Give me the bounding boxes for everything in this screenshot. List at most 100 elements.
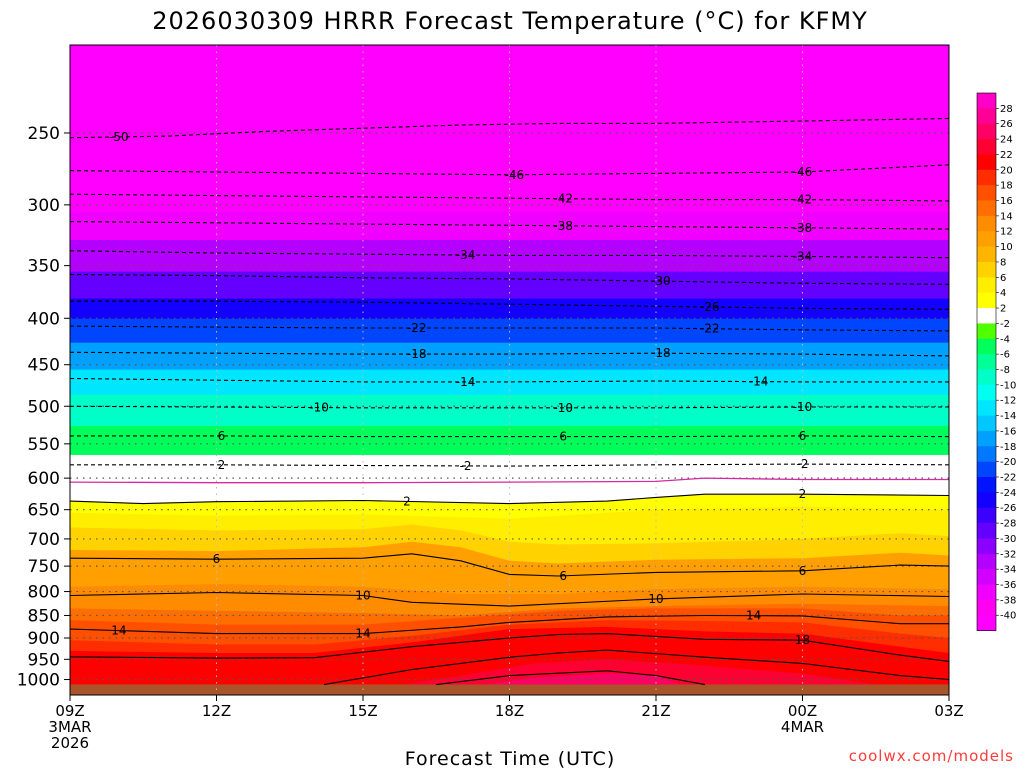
colorbar-label-22: -18 — [1000, 442, 1016, 453]
colorbar-label-19: -12 — [1000, 396, 1016, 407]
colorbar-swatch-11 — [977, 261, 996, 278]
colorbar-swatch-8 — [977, 215, 996, 232]
contour-label-2-1: 2 — [799, 487, 807, 501]
contour-label--22-0: -22 — [407, 321, 427, 335]
xtick-label-09Z: 09Z — [55, 702, 84, 720]
colorbar-label-16: -6 — [1000, 350, 1010, 361]
colorbar-swatch-19 — [977, 384, 996, 401]
ytick-label-1000: 1000 — [17, 671, 60, 691]
colorbar-swatch-15 — [977, 323, 996, 340]
credit-text: coolwx.com/models — [849, 747, 1014, 765]
ytick-label-850: 850 — [28, 606, 60, 626]
colorbar-swatch-22 — [977, 430, 996, 447]
colorbar-label-11: 6 — [1000, 273, 1006, 284]
contour-0 — [70, 477, 949, 484]
colorbar-label-15: -4 — [1000, 334, 1010, 345]
colorbar-label-2: 24 — [1000, 135, 1013, 146]
colorbar-swatch-32 — [977, 584, 996, 601]
colorbar-swatch-18 — [977, 369, 996, 386]
colorbar-swatch-21 — [977, 415, 996, 432]
colorbar-label-33: -40 — [1000, 611, 1016, 622]
contour-label--2-0: 2 — [218, 458, 226, 472]
contour-label--22-1: -22 — [700, 322, 720, 336]
temp-layer-13 — [70, 342, 949, 370]
colorbar-swatch-30 — [977, 553, 996, 570]
colorbar-label-32: -38 — [1000, 595, 1016, 606]
colorbar-label-4: 20 — [1000, 165, 1013, 176]
contour-22 — [436, 670, 705, 686]
contour-label--14-0: -14 — [456, 375, 476, 389]
colorbar-swatch-29 — [977, 538, 996, 555]
colorbar-swatch-12 — [977, 277, 996, 293]
contour-label--2-1: -2 — [460, 459, 472, 473]
contour-label--10-1: -10 — [553, 401, 573, 415]
xtick-label-03Z: 03Z — [934, 702, 963, 720]
xtick-label-00Z: 00Z — [788, 702, 817, 720]
contour-label-2-0: 2 — [403, 494, 411, 508]
ytick-label-600: 600 — [28, 469, 60, 489]
xtick-label-12Z: 12Z — [202, 702, 231, 720]
contour-label-14-0: 14 — [111, 624, 126, 638]
gridlines — [70, 45, 949, 695]
contour-20 — [323, 649, 949, 686]
colorbar-label-13: 2 — [1000, 304, 1006, 315]
temp-layer-18 — [70, 211, 949, 240]
colorbar: 28 26 24 22 20 18 16 14 12 10 8 6 4 2 -2 -4 -6 -8 -10 -12 -1… — [976, 92, 1016, 631]
band-24 — [485, 673, 681, 685]
contour-label--6-2: 6 — [799, 429, 807, 443]
colorbar-swatch-28 — [977, 523, 996, 539]
colorbar-swatch-13 — [977, 292, 996, 309]
colorbar-label-12: 4 — [1000, 288, 1006, 299]
colorbar-swatch-6 — [977, 185, 996, 201]
ytick-label-500: 500 — [28, 397, 60, 417]
xtick-sublabel-09Z-0: 3MAR — [48, 718, 91, 736]
contour-10 — [70, 591, 949, 607]
temp-layer-10 — [70, 425, 949, 455]
contour-2 — [70, 493, 949, 505]
colorbar-label-3: 22 — [1000, 150, 1013, 161]
colorbar-label-14: -2 — [1000, 319, 1010, 330]
colorbar-label-6: 16 — [1000, 196, 1013, 207]
ytick-label-250: 250 — [28, 124, 60, 144]
colorbar-label-9: 10 — [1000, 242, 1013, 253]
colorbar-swatch-14 — [977, 308, 996, 324]
contour-label--34-0: -34 — [456, 248, 476, 262]
colorbar-label-28: -30 — [1000, 534, 1016, 545]
xtick-label-21Z: 21Z — [641, 702, 670, 720]
ytick-label-550: 550 — [28, 435, 60, 455]
contour-label-6-1: 6 — [559, 569, 567, 583]
xtick-sublabel-09Z-1: 2026 — [51, 734, 89, 752]
contour-label--46-0: -46 — [505, 168, 525, 182]
colorbar-swatch-4 — [977, 154, 996, 171]
ytick-label-650: 650 — [28, 501, 60, 521]
contour-label-10-0: 10 — [355, 588, 370, 602]
colorbar-label-21: -16 — [1000, 426, 1016, 437]
colorbar-label-0: 28 — [1000, 104, 1013, 115]
colorbar-label-7: 14 — [1000, 211, 1013, 222]
xtick-label-15Z: 15Z — [348, 702, 377, 720]
colorbar-swatch-33 — [977, 599, 996, 616]
contour-label--2-2: -2 — [797, 457, 809, 471]
contour-6 — [70, 553, 949, 577]
contour-label-14-1: 14 — [355, 627, 370, 641]
colorbar-swatch-24 — [977, 461, 996, 478]
colorbar-swatch-20 — [977, 400, 996, 416]
temp-layer-15 — [70, 298, 949, 319]
contour-label--14-1: -14 — [749, 375, 769, 389]
colorbar-swatch-31 — [977, 569, 996, 585]
contour-labels: -50-46 -46-42 -42-38 -38-34 -34-30-26-22 -22-… — [109, 130, 812, 647]
contour-label--34-1: -34 — [793, 250, 813, 264]
colorbar-label-29: -32 — [1000, 549, 1016, 560]
colorbar-label-17: -8 — [1000, 365, 1010, 376]
xtick-label-18Z: 18Z — [495, 702, 524, 720]
colorbar-swatch-23 — [977, 446, 996, 462]
contour-label--30-0: -30 — [651, 274, 671, 288]
colorbar-label-10: 8 — [1000, 257, 1006, 268]
contour-label--6-1: 6 — [559, 430, 567, 444]
xtick-sublabel-00Z-0: 4MAR — [781, 718, 824, 736]
y-axis: 250 300 350 400 450 500 550 600 650 700 750 800 850 9… — [17, 124, 70, 691]
contour-label-6-2: 6 — [799, 564, 807, 578]
contour-label--18-1: -18 — [651, 346, 671, 360]
colorbar-label-31: -36 — [1000, 580, 1016, 591]
